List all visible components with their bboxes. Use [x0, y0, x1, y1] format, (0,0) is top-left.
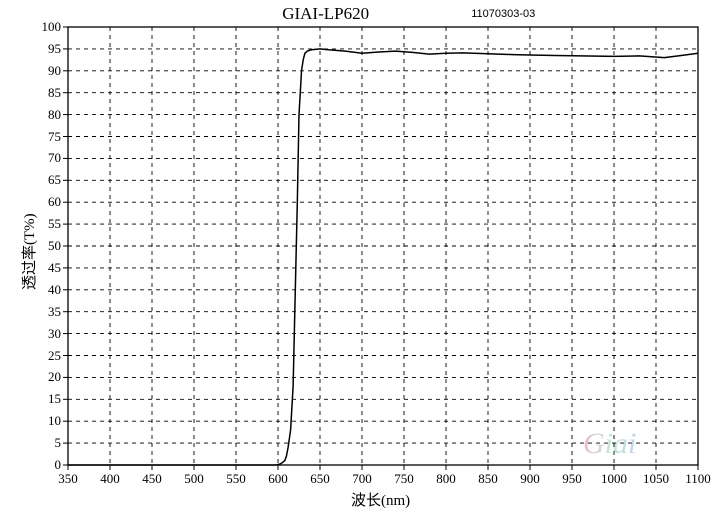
chart-subtitle: 11070303-03 — [471, 8, 535, 20]
y-tick-label: 90 — [48, 63, 61, 79]
x-tick-label: 500 — [179, 471, 209, 487]
x-tick-label: 750 — [389, 471, 419, 487]
y-tick-label: 60 — [48, 194, 61, 210]
y-tick-label: 35 — [48, 304, 61, 320]
x-tick-label: 900 — [515, 471, 545, 487]
y-tick-label: 100 — [42, 19, 62, 35]
y-tick-label: 65 — [48, 172, 61, 188]
y-tick-label: 95 — [48, 41, 61, 57]
y-tick-label: 20 — [48, 369, 61, 385]
x-tick-label: 350 — [53, 471, 83, 487]
y-tick-label: 50 — [48, 238, 61, 254]
y-tick-label: 10 — [48, 413, 61, 429]
x-tick-label: 1000 — [599, 471, 629, 487]
x-tick-label: 800 — [431, 471, 461, 487]
y-tick-label: 55 — [48, 216, 61, 232]
y-axis-label: 透过率(T%) — [18, 213, 39, 290]
chart-container: GIAI-LP620 11070303-03 波长(nm) 透过率(T%) 35… — [0, 0, 718, 518]
x-tick-label: 600 — [263, 471, 293, 487]
y-tick-label: 25 — [48, 348, 61, 364]
x-tick-label: 700 — [347, 471, 377, 487]
x-tick-label: 400 — [95, 471, 125, 487]
y-tick-label: 40 — [48, 282, 61, 298]
y-tick-label: 5 — [55, 435, 62, 451]
y-tick-label: 70 — [48, 150, 61, 166]
x-tick-label: 850 — [473, 471, 503, 487]
y-tick-label: 80 — [48, 107, 61, 123]
y-tick-label: 15 — [48, 391, 61, 407]
y-tick-label: 30 — [48, 326, 61, 342]
x-tick-label: 550 — [221, 471, 251, 487]
x-tick-label: 950 — [557, 471, 587, 487]
x-tick-label: 1100 — [683, 471, 713, 487]
y-tick-label: 45 — [48, 260, 61, 276]
x-tick-label: 650 — [305, 471, 335, 487]
chart-svg — [0, 0, 718, 518]
x-axis-label: 波长(nm) — [351, 489, 410, 510]
y-tick-label: 85 — [48, 85, 61, 101]
y-tick-label: 75 — [48, 129, 61, 145]
y-tick-label: 0 — [55, 457, 62, 473]
x-tick-label: 1050 — [641, 471, 671, 487]
x-tick-label: 450 — [137, 471, 167, 487]
chart-title: GIAI-LP620 — [282, 4, 369, 24]
